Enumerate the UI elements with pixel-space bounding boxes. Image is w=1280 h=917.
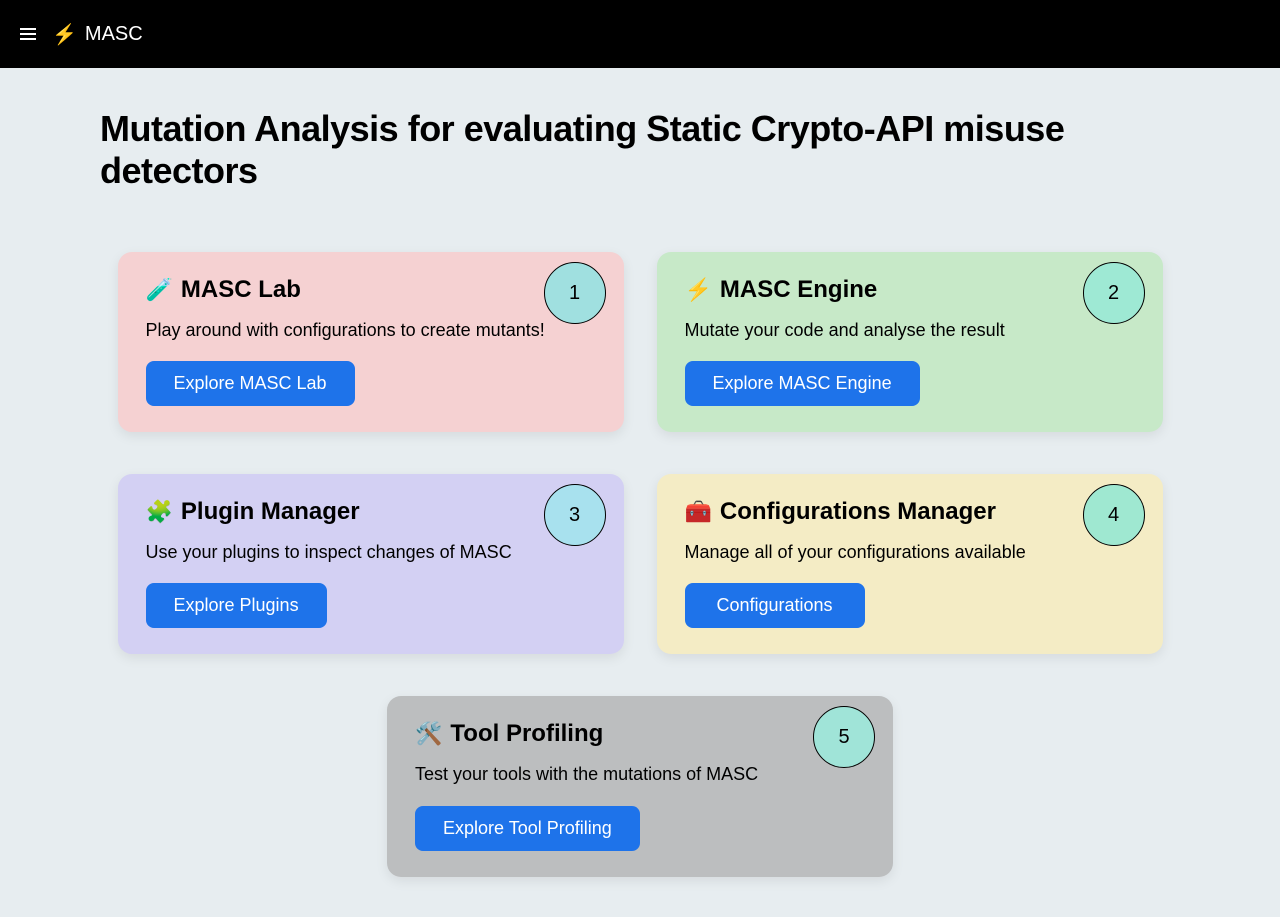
cards-container: 1 🧪 MASC Lab Play around with configurat…: [100, 252, 1180, 877]
card-title-text: Plugin Manager: [181, 498, 360, 526]
card-description: Test your tools with the mutations of MA…: [415, 762, 865, 787]
card-number: 3: [569, 504, 580, 527]
engine-icon: ⚡: [685, 277, 712, 303]
page-title: Mutation Analysis for evaluating Static …: [100, 108, 1180, 192]
configurations-button[interactable]: Configurations: [685, 583, 865, 628]
card-number: 2: [1108, 282, 1119, 305]
card-badge: 2: [1083, 262, 1145, 324]
card-description: Manage all of your configurations availa…: [685, 540, 1135, 565]
card-row: 5 🛠️ Tool Profiling Test your tools with…: [100, 696, 1180, 876]
card-number: 4: [1108, 504, 1119, 527]
card-masc-engine: 2 ⚡ MASC Engine Mutate your code and ana…: [657, 252, 1163, 432]
card-title-text: Tool Profiling: [450, 720, 603, 748]
card-title: 🛠️ Tool Profiling: [415, 720, 865, 748]
brand-text: MASC: [85, 23, 143, 46]
card-description: Mutate your code and analyse the result: [685, 318, 1135, 343]
tools-icon: 🛠️: [415, 721, 442, 747]
main-content: Mutation Analysis for evaluating Static …: [0, 68, 1280, 917]
card-title: 🧩 Plugin Manager: [146, 498, 596, 526]
config-icon: 🧰: [685, 499, 712, 525]
card-badge: 4: [1083, 484, 1145, 546]
explore-plugins-button[interactable]: Explore Plugins: [146, 583, 327, 628]
lab-icon: 🧪: [146, 277, 173, 303]
card-title-text: MASC Engine: [720, 276, 877, 304]
card-title: 🧰 Configurations Manager: [685, 498, 1135, 526]
explore-masc-engine-button[interactable]: Explore MASC Engine: [685, 361, 920, 406]
explore-tool-profiling-button[interactable]: Explore Tool Profiling: [415, 806, 640, 851]
card-title-text: Configurations Manager: [720, 498, 996, 526]
card-description: Play around with configurations to creat…: [146, 318, 596, 343]
card-badge: 3: [544, 484, 606, 546]
card-masc-lab: 1 🧪 MASC Lab Play around with configurat…: [118, 252, 624, 432]
card-number: 5: [838, 726, 849, 749]
brand[interactable]: ⚡ MASC: [52, 22, 143, 47]
brand-icon: ⚡: [52, 22, 77, 47]
card-title: 🧪 MASC Lab: [146, 276, 596, 304]
plugin-icon: 🧩: [146, 499, 173, 525]
card-title: ⚡ MASC Engine: [685, 276, 1135, 304]
card-row: 1 🧪 MASC Lab Play around with configurat…: [100, 252, 1180, 432]
card-row: 3 🧩 Plugin Manager Use your plugins to i…: [100, 474, 1180, 654]
explore-masc-lab-button[interactable]: Explore MASC Lab: [146, 361, 355, 406]
card-configurations-manager: 4 🧰 Configurations Manager Manage all of…: [657, 474, 1163, 654]
app-header: ⚡ MASC: [0, 0, 1280, 68]
card-description: Use your plugins to inspect changes of M…: [146, 540, 596, 565]
card-tool-profiling: 5 🛠️ Tool Profiling Test your tools with…: [387, 696, 893, 876]
card-title-text: MASC Lab: [181, 276, 301, 304]
card-number: 1: [569, 282, 580, 305]
card-badge: 1: [544, 262, 606, 324]
card-badge: 5: [813, 706, 875, 768]
menu-icon[interactable]: [20, 28, 36, 40]
card-plugin-manager: 3 🧩 Plugin Manager Use your plugins to i…: [118, 474, 624, 654]
